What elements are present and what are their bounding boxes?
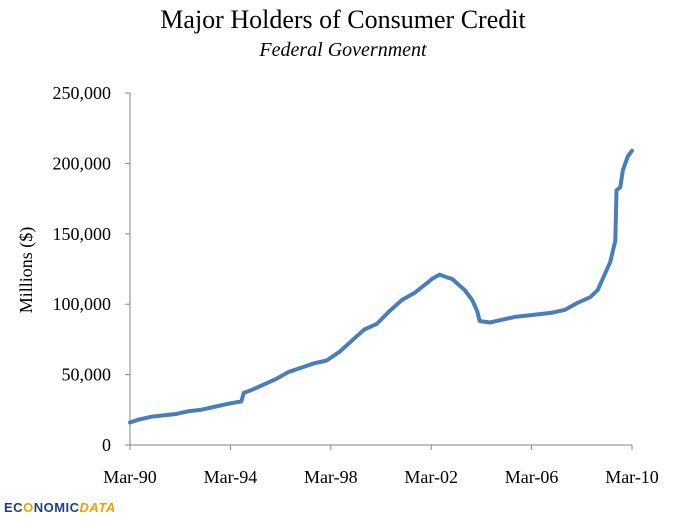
- data-point: [174, 412, 178, 416]
- data-point: [262, 383, 266, 386]
- chart-title: Major Holders of Consumer Credit: [160, 5, 526, 34]
- data-point: [337, 350, 341, 354]
- data-point: [350, 339, 354, 343]
- chart-subtitle: Federal Government: [259, 39, 427, 61]
- data-point: [445, 275, 449, 279]
- data-point: [199, 408, 203, 412]
- data-point: [450, 277, 454, 281]
- data-point: [621, 168, 625, 172]
- data-point: [187, 409, 191, 413]
- data-point: [618, 185, 622, 189]
- data-point: [287, 370, 291, 374]
- data-point: [463, 288, 467, 292]
- data-point: [626, 154, 630, 158]
- data-point: [615, 188, 618, 192]
- data-point: [425, 281, 429, 285]
- brand-logo-part: O: [23, 500, 34, 515]
- data-point: [136, 418, 140, 422]
- data-point: [513, 315, 517, 319]
- brand-logo-part: NOMIC: [33, 500, 80, 515]
- data-point: [249, 388, 253, 392]
- x-tick-label: Mar-90: [103, 467, 157, 487]
- data-point: [601, 277, 605, 281]
- data-point: [128, 421, 132, 424]
- y-tick-label: 0: [102, 435, 111, 455]
- y-tick-label: 100,000: [53, 294, 112, 314]
- data-point: [588, 295, 592, 299]
- y-tick-label: 250,000: [53, 83, 112, 103]
- data-point: [375, 322, 379, 326]
- data-point: [630, 149, 634, 153]
- data-point: [488, 321, 492, 324]
- axes: 0 50,000 100,000 150,000 200,000 250,000 Mar-9…: [53, 83, 659, 487]
- data-point: [500, 318, 504, 322]
- data-point: [387, 309, 391, 313]
- data-point: [551, 311, 554, 315]
- data-point: [470, 298, 474, 302]
- x-tick-label: Mar-10: [605, 467, 659, 487]
- data-point: [239, 399, 243, 403]
- data-point: [475, 309, 479, 313]
- data-point: [563, 308, 567, 312]
- data-point: [300, 366, 303, 370]
- y-axis-title: Millions ($): [16, 227, 37, 314]
- y-tick-label: 50,000: [62, 365, 112, 385]
- data-point: [149, 415, 153, 419]
- data-point: [224, 402, 228, 406]
- data-point: [274, 377, 278, 381]
- brand-logo: ECONOMICDATA: [4, 500, 116, 516]
- data-point: [430, 277, 434, 281]
- data-point: [212, 405, 216, 409]
- x-tick-label: Mar-94: [204, 467, 258, 487]
- y-tick-label: 150,000: [53, 224, 112, 244]
- x-tick-label: Mar-02: [404, 467, 458, 487]
- data-point: [325, 359, 329, 362]
- data-point: [596, 288, 600, 292]
- brand-logo-part: DATA: [79, 500, 116, 515]
- series-line: [128, 148, 634, 425]
- brand-logo-part: EC: [4, 500, 24, 515]
- data-point: [438, 273, 442, 277]
- x-tick-label: Mar-98: [304, 467, 358, 487]
- data-point: [525, 314, 529, 317]
- y-tick-label: 200,000: [53, 153, 112, 173]
- data-point: [613, 239, 617, 243]
- data-point: [400, 298, 404, 302]
- data-point: [312, 361, 316, 365]
- data-point: [362, 328, 366, 331]
- data-point: [576, 301, 580, 305]
- data-point: [478, 319, 482, 323]
- x-tick-label: Mar-06: [505, 467, 559, 487]
- data-point: [538, 312, 542, 316]
- data-point: [242, 391, 246, 395]
- data-point: [413, 291, 416, 295]
- series-group: [128, 148, 634, 425]
- data-point: [608, 260, 612, 264]
- data-point: [162, 413, 165, 417]
